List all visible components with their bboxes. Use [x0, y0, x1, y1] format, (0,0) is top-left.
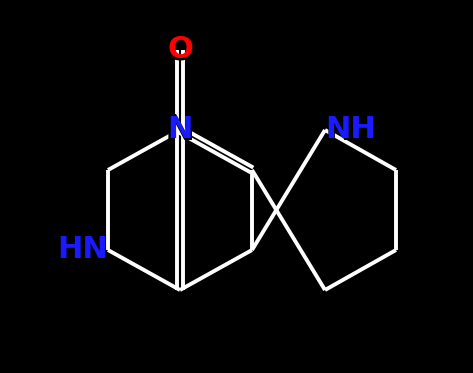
Text: O: O	[167, 35, 193, 65]
Text: N: N	[165, 113, 195, 147]
Text: HN: HN	[47, 233, 108, 267]
Text: NH: NH	[325, 113, 386, 147]
Text: NH: NH	[325, 116, 376, 144]
Text: HN: HN	[57, 235, 108, 264]
Text: N: N	[167, 116, 193, 144]
Text: O: O	[165, 33, 195, 67]
